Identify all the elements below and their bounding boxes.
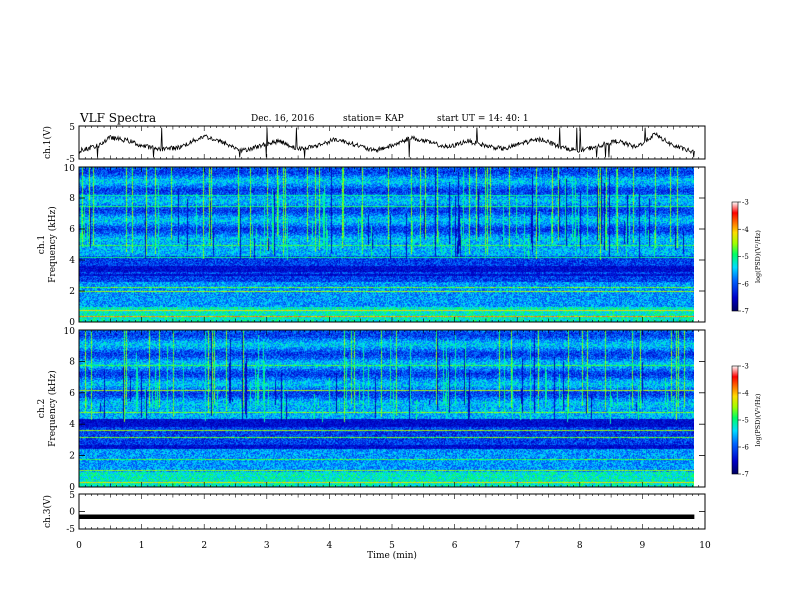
ch2-spectrogram-tick-label: 6 — [69, 389, 75, 399]
ch2-colorbar-tick-label: -3 — [742, 363, 749, 371]
ch2-colorbar-tick-label: -5 — [742, 417, 749, 425]
ch3-waveform-tick-label: -5 — [66, 525, 75, 535]
ch1-spectrogram-tick-label: 8 — [69, 194, 75, 204]
ch1-colorbar-tick-label: -5 — [742, 253, 749, 261]
x-tick-label: 8 — [577, 541, 583, 551]
x-tick-label: 3 — [264, 541, 270, 551]
ch1-colorbar-tick-label: -3 — [742, 199, 749, 207]
x-tick-label: 9 — [640, 541, 646, 551]
x-axis-label: Time (min) — [367, 550, 417, 561]
ch1-waveform-tick-label: 5 — [69, 123, 75, 133]
ch2-spectrogram-tick-label: 10 — [64, 327, 76, 337]
ch2-spectrogram-image — [79, 330, 694, 487]
station-label: station= KAP — [343, 114, 404, 124]
x-tick-label: 4 — [327, 541, 333, 551]
ch1-spectrogram-image — [79, 167, 694, 322]
ch2-colorbar-tick-label: -6 — [742, 444, 749, 452]
date-label: Dec. 16, 2016 — [251, 114, 315, 124]
ch3-waveform-tick-label: 5 — [69, 491, 75, 501]
ch2-colorbar-tick-label: -7 — [742, 471, 749, 479]
ch1-waveform-line — [78, 127, 695, 158]
ch2-colorbar-tick-label: -4 — [742, 390, 749, 398]
ch1-spectrogram-tick-label: 6 — [69, 225, 75, 235]
ch2-spectrogram-tick-label: 8 — [69, 357, 75, 367]
ch1-spectrogram-tick-label: 0 — [69, 318, 75, 328]
ch2-spectrogram-axis-label: ch.2 — [37, 399, 47, 418]
ch3-waveform-axis-label: ch.3(V) — [42, 495, 53, 528]
ch1-colorbar-label: log(PSD)(V²/Hz) — [754, 230, 762, 283]
ch1-waveform-axis-label: ch.1(V) — [42, 126, 53, 159]
x-tick-label: 1 — [139, 541, 145, 551]
ch1-colorbar-tick-label: -6 — [742, 280, 749, 288]
panel-frame-4 — [78, 493, 706, 530]
start-time-label: start UT = 14: 40: 1 — [437, 114, 529, 124]
ch2-spectrogram-axis-label: Frequency (kHz) — [47, 370, 58, 447]
x-tick-label: 5 — [389, 541, 395, 551]
x-tick-label: 0 — [76, 541, 82, 551]
ch2-spectrogram-tick-label: 0 — [69, 483, 75, 493]
ch1-spectrogram-tick-label: 10 — [64, 164, 76, 174]
ch2-spectrogram-tick-label: 4 — [69, 420, 75, 430]
ch1-spectrogram-tick-label: 4 — [69, 256, 75, 266]
ch1-colorbar — [731, 201, 739, 312]
ch1-waveform-tick-label: -5 — [66, 155, 75, 165]
ch2-colorbar — [731, 365, 739, 475]
chart-title: VLF Spectra — [80, 111, 157, 125]
ch3-waveform-tick-label: 0 — [69, 508, 75, 518]
ch1-spectrogram-axis-label: ch.1 — [37, 235, 47, 254]
ch1-colorbar-tick-label: -4 — [742, 226, 749, 234]
x-tick-label: 2 — [201, 541, 207, 551]
ch1-colorbar-tick-label: -7 — [742, 308, 749, 316]
x-tick-label: 7 — [514, 541, 520, 551]
x-tick-label: 6 — [452, 541, 458, 551]
ch2-spectrogram-tick-label: 2 — [69, 452, 75, 462]
x-tick-label: 10 — [699, 541, 711, 551]
ch1-spectrogram-axis-label: Frequency (kHz) — [47, 206, 58, 283]
ch1-spectrogram-tick-label: 2 — [69, 287, 75, 297]
ch2-colorbar-label: log(PSD)(V²/Hz) — [754, 393, 762, 446]
